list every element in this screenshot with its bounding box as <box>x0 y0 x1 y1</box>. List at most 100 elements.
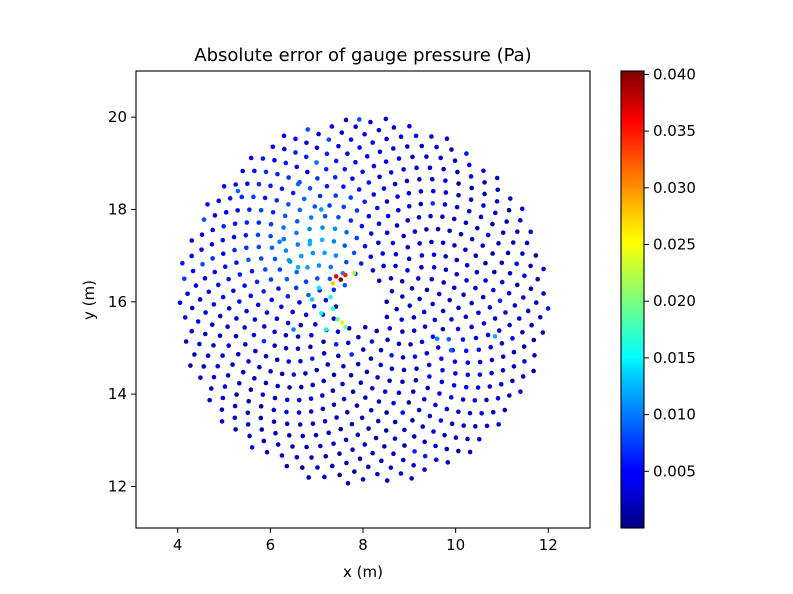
scatter-point <box>525 308 531 314</box>
scatter-point <box>473 424 478 429</box>
scatter-point <box>443 178 448 183</box>
scatter-point <box>328 264 334 270</box>
scatter-point <box>531 337 537 343</box>
scatter-point <box>427 413 433 419</box>
scatter-point <box>449 421 455 427</box>
scatter-point <box>334 415 339 420</box>
scatter-point <box>467 449 473 455</box>
scatter-point <box>406 204 412 209</box>
scatter-point <box>454 257 460 263</box>
scatter-point <box>235 188 241 194</box>
scatter-point <box>482 180 487 185</box>
scatter-point <box>242 283 247 288</box>
scatter-point <box>465 372 471 378</box>
scatter-point <box>351 250 357 256</box>
scatter-point <box>401 233 406 239</box>
scatter-point <box>283 333 289 338</box>
scatter-point <box>245 181 250 187</box>
scatter-point <box>444 446 450 452</box>
scatter-point <box>182 315 188 320</box>
scatter-point <box>283 160 289 166</box>
scatter-point <box>331 287 337 293</box>
scatter-point <box>268 233 273 239</box>
scatter-point <box>482 191 487 197</box>
scatter-point <box>283 248 289 253</box>
scatter-point <box>541 291 546 296</box>
scatter-point <box>384 230 390 236</box>
scatter-point <box>484 423 490 429</box>
scatter-point <box>376 127 382 133</box>
scatter-point <box>447 228 452 234</box>
scatter-point <box>405 218 411 223</box>
scatter-point <box>463 384 469 390</box>
scatter-point <box>333 342 339 347</box>
scatter-point <box>469 185 475 191</box>
scatter-point <box>529 322 534 328</box>
scatter-point <box>230 362 235 367</box>
scatter-point <box>319 237 325 243</box>
scatter-point <box>448 395 454 400</box>
scatter-point <box>356 334 361 340</box>
scatter-point <box>376 240 381 246</box>
scatter-point <box>406 256 412 262</box>
scatter-point <box>336 214 341 220</box>
scatter-point <box>433 457 439 463</box>
scatter-point <box>300 433 306 439</box>
scatter-point <box>340 381 345 387</box>
scatter-point <box>441 280 446 285</box>
scatter-point <box>506 290 512 296</box>
scatter-point <box>215 282 221 288</box>
scatter-point <box>234 392 239 397</box>
scatter-point <box>520 251 525 256</box>
scatter-point <box>481 168 486 174</box>
scatter-point <box>268 369 273 374</box>
scatter-point <box>331 316 337 321</box>
scatter-point <box>233 427 238 432</box>
scatter-point <box>212 213 218 218</box>
plot-frame <box>135 70 591 529</box>
scatter-point <box>264 310 270 315</box>
scatter-point <box>284 463 290 469</box>
scatter-point <box>344 259 349 265</box>
scatter-point <box>232 221 238 227</box>
scatter-point <box>290 190 296 196</box>
scatter-point <box>369 339 375 344</box>
scatter-point <box>437 391 442 396</box>
scatter-point <box>323 454 329 459</box>
scatter-point <box>500 230 506 235</box>
scatter-point <box>350 176 355 181</box>
scatter-point <box>263 169 269 175</box>
scatter-point <box>458 231 464 237</box>
scatter-point <box>377 174 382 180</box>
scatter-point <box>342 282 348 288</box>
scatter-point <box>244 245 249 251</box>
scatter-point <box>255 302 261 308</box>
scatter-point <box>220 353 225 358</box>
scatter-point <box>499 260 505 266</box>
scatter-point <box>285 320 291 326</box>
scatter-point <box>376 399 382 404</box>
scatter-point <box>483 278 488 283</box>
scatter-point <box>439 379 445 385</box>
scatter-point <box>521 295 526 300</box>
scatter-point <box>282 146 287 152</box>
scatter-point <box>500 354 506 359</box>
scatter-point <box>258 415 264 421</box>
scatter-point <box>410 389 416 394</box>
scatter-point <box>309 455 314 460</box>
scatter-point <box>440 214 445 219</box>
scatter-point <box>275 171 280 177</box>
scatter-point <box>247 433 252 439</box>
scatter-point <box>442 432 447 438</box>
scatter-point <box>314 145 320 151</box>
scatter-point <box>431 429 436 434</box>
scatter-point <box>281 225 286 230</box>
scatter-point <box>294 219 300 224</box>
scatter-point <box>375 471 380 477</box>
scatter-point <box>376 221 382 226</box>
scatter-point <box>293 136 298 142</box>
scatter-point <box>345 151 350 156</box>
scatter-point <box>452 158 458 163</box>
scatter-point <box>429 176 435 182</box>
scatter-point <box>400 410 406 415</box>
